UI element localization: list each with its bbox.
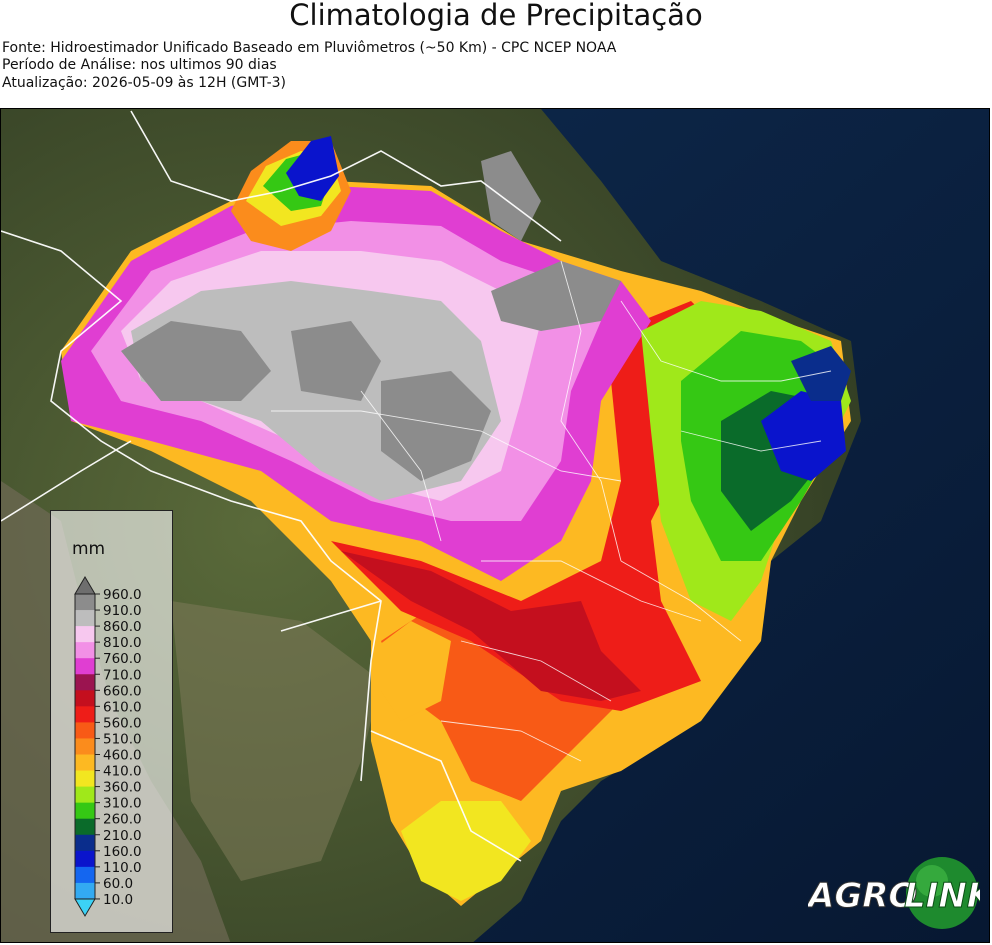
period-line: Período de Análise: nos ultimos 90 dias [2,57,277,73]
legend-level-label: 410.0 [103,764,142,780]
legend-level-label: 710.0 [103,667,142,683]
map-title: Climatologia de Precipitação [289,0,703,32]
legend-level-label: 860.0 [103,619,142,635]
legend-swatch [75,818,95,836]
legend-level-label: 960.0 [103,587,142,603]
legend-level-label: 160.0 [103,844,142,860]
legend-level-label: 310.0 [103,796,142,812]
update-line: Atualização: 2026-05-09 às 12H (GMT-3) [2,75,286,91]
legend-swatch [75,770,95,787]
legend-swatch [75,754,95,771]
political-borders [1,110,562,862]
legend-level-label: 60.0 [103,876,133,892]
legend-arrow-top [74,576,96,595]
agrolink-logo: AGRO LINK [808,857,980,929]
color-legend: mm 960.0 910.0 860.0 810.0 760.0 710.0 660.0 61… [50,510,173,933]
legend-swatch [75,674,95,691]
logo-text-agro: AGRO [808,876,917,916]
legend-unit: mm [72,539,106,559]
legend-swatch [75,594,95,611]
logo-text-link: LINK [904,876,980,916]
dry-plains [171,601,381,881]
legend-level-label: 760.0 [103,651,142,667]
legend-swatch [75,882,95,900]
legend-swatch [75,786,95,804]
legend-swatch [75,658,95,675]
legend-level-label: 10.0 [103,892,133,908]
legend-swatch [75,850,95,868]
legend-swatch [75,738,95,755]
legend-level-label: 910.0 [103,603,142,619]
source-line: Fonte: Hidroestimador Unificado Baseado … [2,40,617,56]
legend-level-label: 510.0 [103,731,142,747]
legend-level-label: 660.0 [103,683,142,699]
legend-level-label: 560.0 [103,715,142,731]
precipitation-field [61,136,851,906]
legend-swatch [75,642,95,659]
legend-swatch [75,626,95,643]
legend-scale: 960.0910.0860.0810.0760.0710.0660.0610.0… [74,576,142,917]
legend-swatch [75,690,95,707]
legend-arrow-bottom [74,898,96,917]
legend-level-label: 610.0 [103,699,142,715]
legend-level-label: 810.0 [103,635,142,651]
state-borders [271,260,832,762]
legend-level-label: 360.0 [103,780,142,796]
legend-swatch [75,610,95,627]
precipitation-map [0,108,990,943]
legend-level-label: 260.0 [103,812,142,828]
legend-frame [74,593,96,900]
legend-level-label: 460.0 [103,748,142,764]
legend-swatch [75,802,95,820]
legend-level-label: 110.0 [103,860,142,876]
map-canvas [1,109,989,942]
legend-swatch [75,866,95,884]
legend-swatch [75,834,95,852]
legend-swatch [75,722,95,739]
legend-swatch [75,706,95,723]
legend-level-label: 210.0 [103,828,142,844]
